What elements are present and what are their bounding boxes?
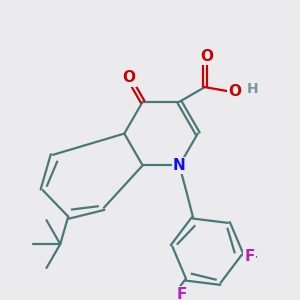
Text: H: H — [246, 82, 258, 96]
Text: F: F — [244, 249, 255, 264]
Text: O: O — [228, 84, 242, 99]
Text: O: O — [200, 49, 213, 64]
Text: N: N — [173, 158, 186, 173]
Text: O: O — [122, 70, 135, 86]
Text: F: F — [176, 287, 187, 300]
